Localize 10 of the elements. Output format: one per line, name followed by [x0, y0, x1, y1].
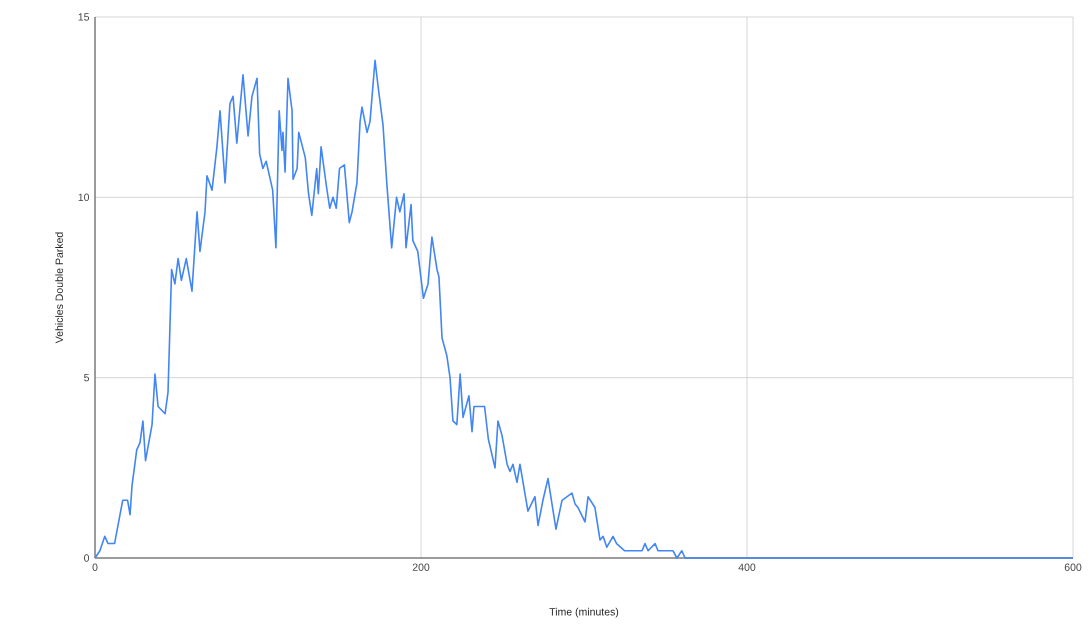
y-tick-label: 10 [78, 193, 90, 202]
y-axis-title: Vehicles Double Parked [55, 232, 63, 344]
x-axis-title: Time (minutes) [549, 607, 619, 618]
y-tick-label: 5 [84, 374, 90, 382]
x-tick-label: 600 [1064, 563, 1082, 571]
x-tick-label: 400 [738, 563, 756, 571]
y-tick-label: 15 [78, 13, 90, 21]
y-tick-label: 0 [84, 554, 90, 562]
x-tick-label: 0 [92, 563, 98, 571]
x-tick-label: 200 [412, 563, 430, 571]
